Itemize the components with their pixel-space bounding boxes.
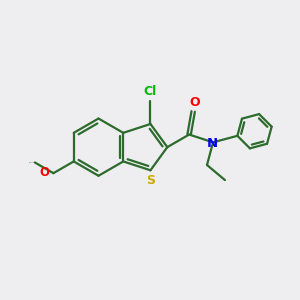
Text: S: S [147, 174, 156, 187]
Text: N: N [206, 137, 218, 150]
Text: O: O [189, 96, 200, 109]
Text: Cl: Cl [144, 85, 157, 98]
Text: methoxy: methoxy [29, 162, 35, 163]
Text: O: O [39, 166, 50, 178]
